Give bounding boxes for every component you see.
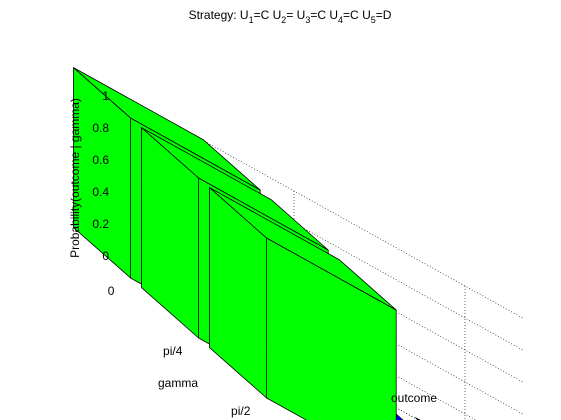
bar-accepted-1-gamma-2	[209, 187, 397, 420]
title-after-3: =C	[310, 8, 329, 22]
bar-rejected-2-gamma-0	[415, 417, 421, 420]
grid-back-h	[122, 159, 524, 383]
y-tick-label: 0	[108, 284, 115, 298]
title-sub-5: 5	[371, 15, 376, 25]
z-tick-label: 0.4	[92, 185, 109, 199]
y-axis-label: gamma	[158, 376, 198, 390]
bar-top-face	[415, 417, 421, 420]
bar-top-face	[209, 187, 397, 311]
z-tick-label: 0.6	[92, 153, 109, 167]
z-tick-label: 0	[102, 249, 109, 263]
title-sub-4: 4	[338, 15, 343, 25]
grid-back-h	[122, 95, 524, 319]
title-var-2: U	[273, 8, 282, 22]
grid-back-h	[122, 223, 477, 420]
title-after-1: =C	[254, 8, 273, 22]
title-var-1: U	[240, 8, 249, 22]
y-tick-label: pi/4	[163, 344, 183, 358]
grid-back-h	[122, 127, 524, 351]
title-sub-3: 3	[305, 15, 310, 25]
title-sub-2: 2	[281, 15, 286, 25]
grid-back-h	[122, 191, 524, 415]
z-tick-label: 1	[102, 89, 109, 103]
title-after-5: =D	[376, 8, 392, 22]
title-prefix: Strategy:	[189, 8, 240, 22]
y-tick-label: pi/2	[231, 404, 251, 418]
x-axis-label: outcome	[391, 391, 437, 405]
bars-layer	[73, 67, 421, 420]
title-var-5: U	[362, 8, 371, 22]
title-after-4: =C	[343, 8, 362, 22]
title-var-3: U	[297, 8, 306, 22]
chart-title: Strategy: U1=C U2= U3=C U4=C U5=D	[189, 8, 392, 25]
bar-top-face	[73, 67, 261, 191]
z-axis-label: Probability(outcome | gamma)	[68, 98, 82, 258]
bar-top-face	[141, 127, 329, 251]
z-tick-label: 0.8	[92, 121, 109, 135]
title-after-2: =	[286, 8, 296, 22]
title-sub-1: 1	[249, 15, 254, 25]
z-tick-label: 0.2	[92, 217, 109, 231]
title-var-4: U	[329, 8, 338, 22]
